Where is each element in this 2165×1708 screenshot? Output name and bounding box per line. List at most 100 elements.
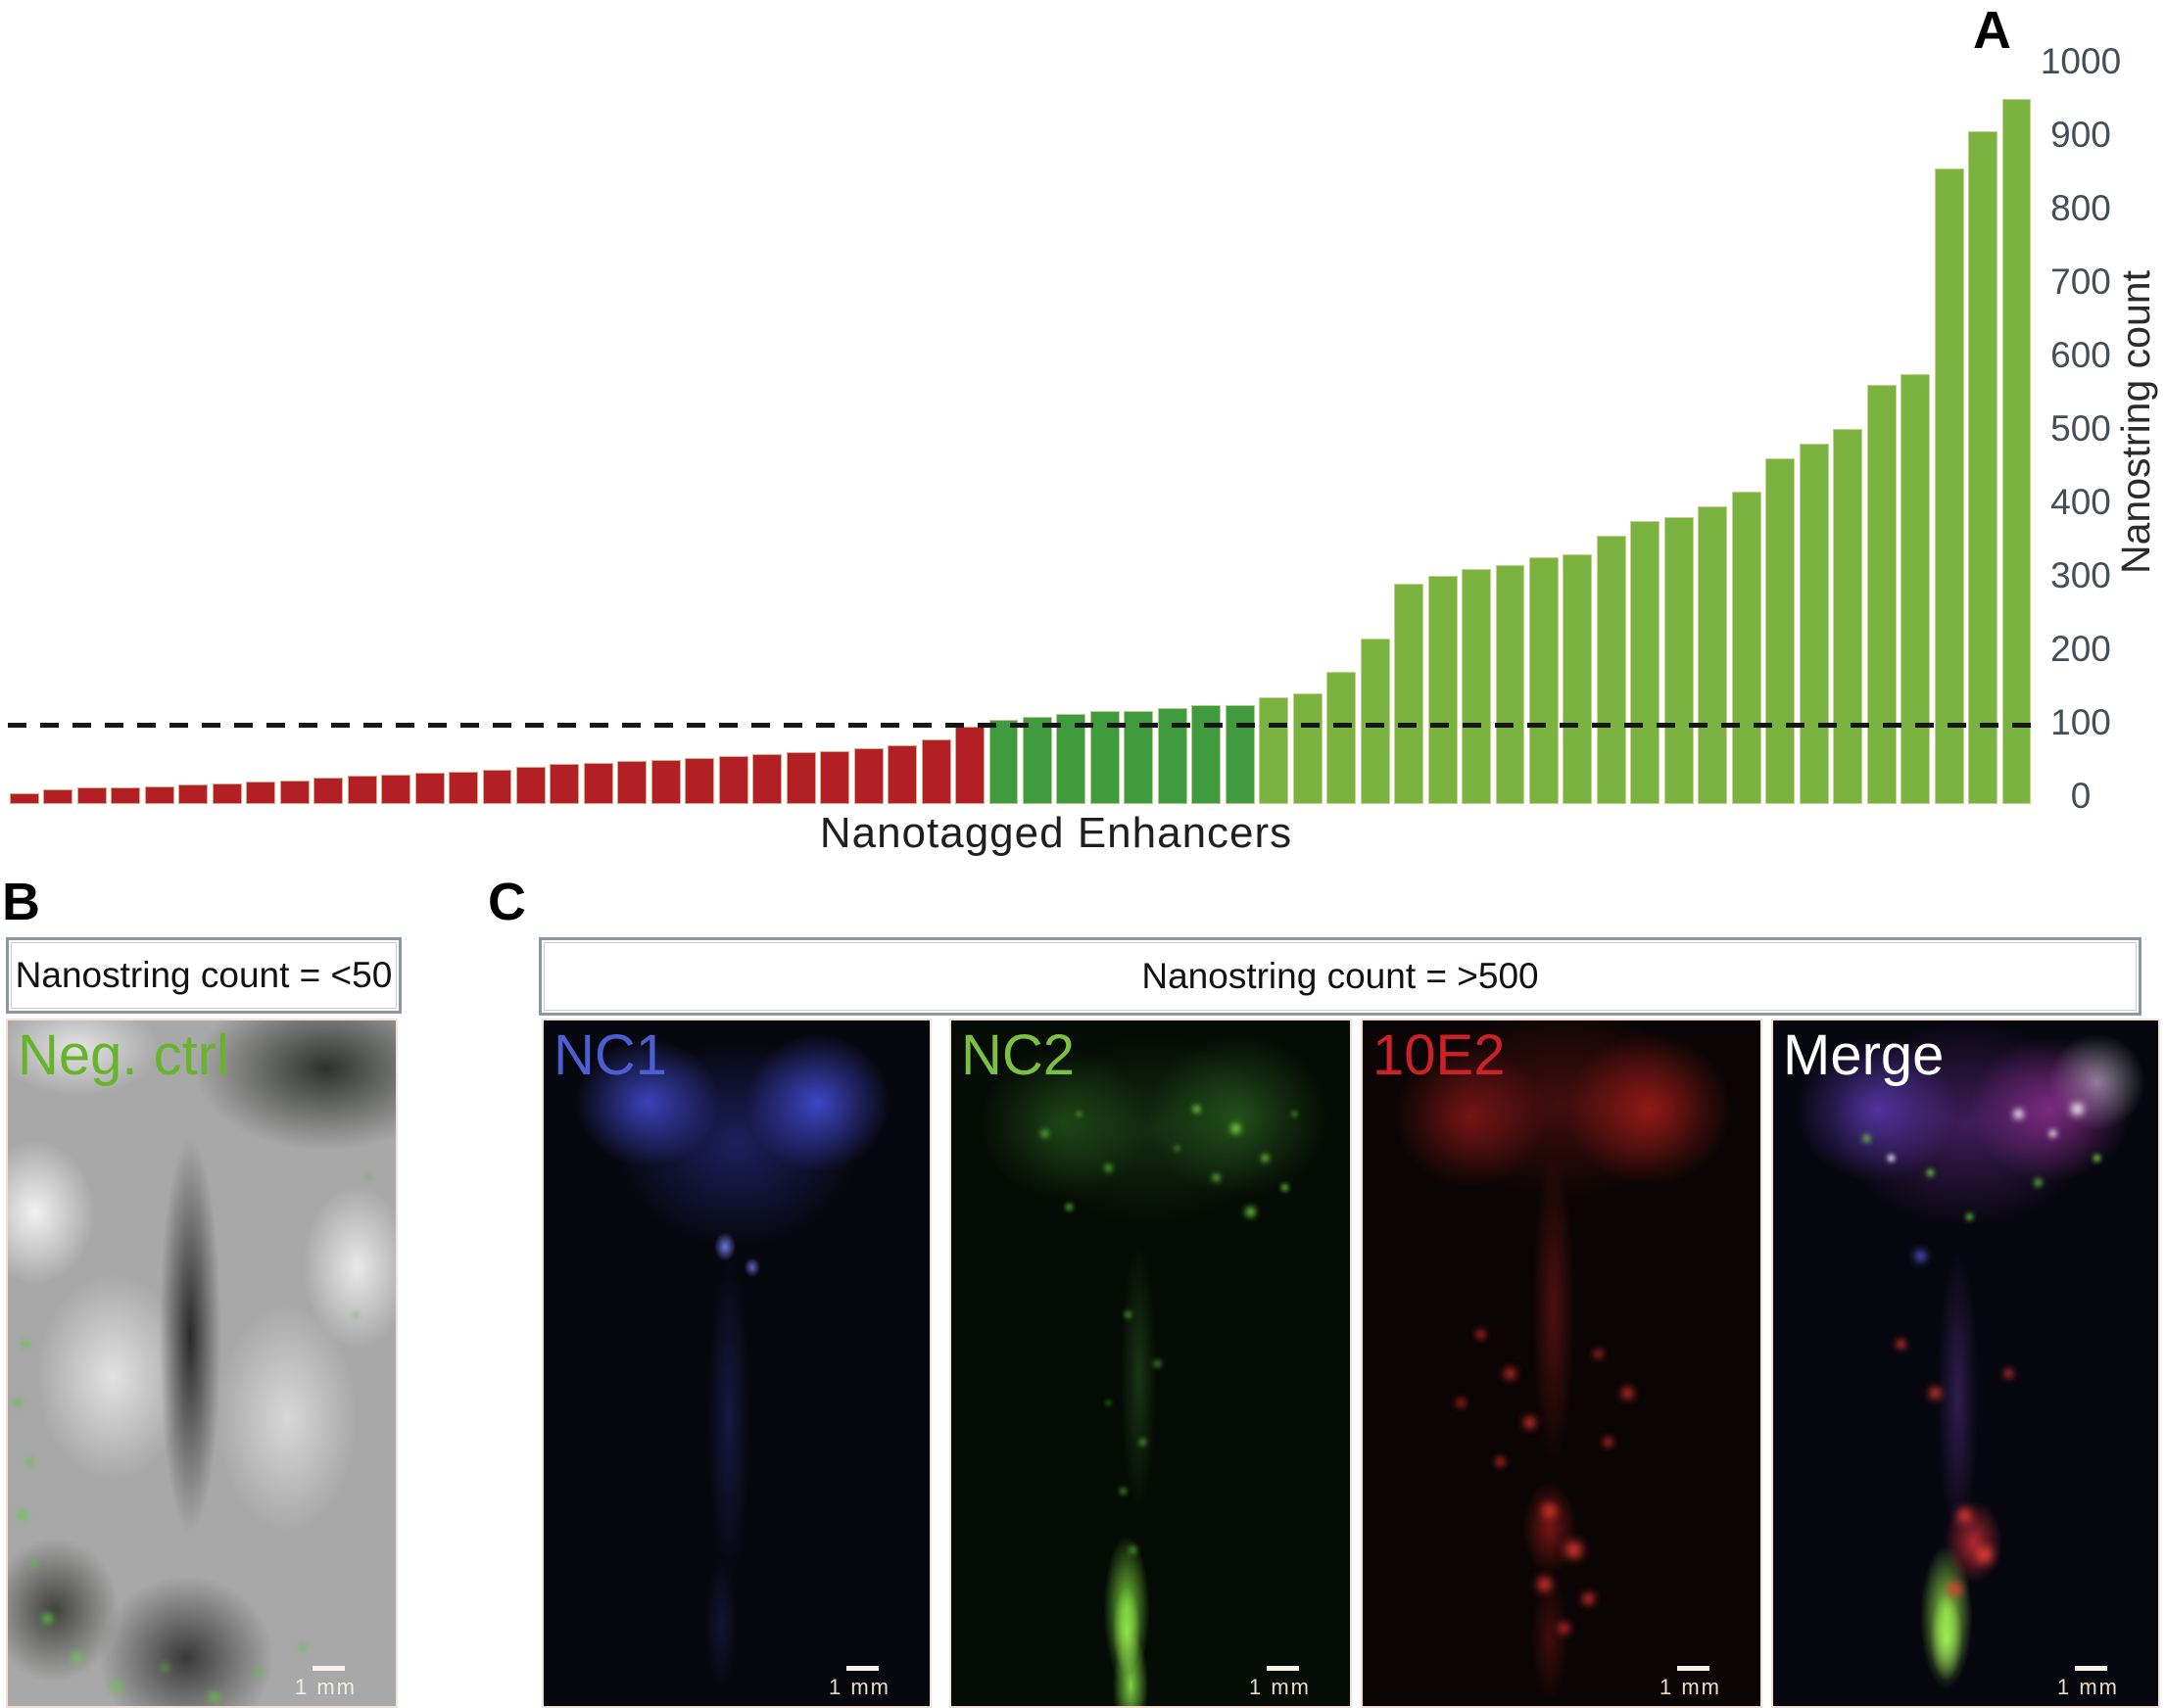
nc2-micrograph: NC2 1 mm [949, 1019, 1352, 1708]
enhancer-bar [1259, 696, 1289, 804]
enhancer-bar [43, 788, 73, 804]
channel-label: NC2 [961, 1023, 1076, 1087]
enhancer-bar [1833, 429, 1863, 804]
panel-b-header: Nanostring count = <50 [6, 937, 402, 1014]
scale-bar [313, 1666, 345, 1671]
nc1-micrograph: NC1 1 mm [542, 1019, 932, 1708]
enhancer-bar [1427, 576, 1458, 804]
enhancer-bar [1698, 505, 1728, 804]
enhancer-bar [1360, 638, 1390, 804]
panel-c-letter: C [488, 873, 526, 931]
enhancer-bar [2001, 98, 2032, 804]
enhancer-bar [1191, 705, 1222, 804]
merge-micrograph: Merge 1 mm [1771, 1019, 2160, 1708]
panel-a-letter: A [1973, 1, 2011, 60]
green-speckles [8, 1020, 9, 1021]
enhancer-bar [718, 755, 748, 804]
enhancer-bar [1799, 444, 1829, 804]
enhancer-bar [685, 758, 715, 804]
enhancer-bar [347, 776, 377, 804]
fluorescent-speckles [1773, 1020, 1774, 1021]
scale-bar-label: 1 mm [2057, 1675, 2119, 1699]
enhancer-bar [1023, 717, 1052, 804]
enhancer-bar [1731, 491, 1761, 804]
enhancer-bar [212, 783, 242, 804]
enhancer-bar [1596, 535, 1626, 804]
y-tick-label: 100 [2050, 702, 2111, 742]
enhancer-bar [381, 774, 411, 804]
bar-plot [8, 54, 2034, 804]
enhancer-bar [1968, 131, 1998, 804]
y-tick-label: 900 [2050, 115, 2111, 155]
y-tick-label: 200 [2050, 629, 2111, 669]
enhancer-bar [550, 764, 580, 804]
enhancer-bar [76, 787, 107, 804]
x-axis-title: Nanotagged Enhancers [819, 809, 1293, 857]
enhancer-bar [988, 720, 1019, 804]
enhancer-bar [1462, 568, 1492, 804]
scale-bar-label: 1 mm [295, 1675, 357, 1699]
y-tick-label: 800 [2050, 188, 2111, 228]
enhancer-bar [178, 784, 209, 804]
scale-bar [1267, 1666, 1299, 1671]
y-tick-label: 400 [2050, 482, 2111, 522]
fluorescent-speckles [544, 1020, 545, 1021]
enhancer-bar [1663, 517, 1694, 804]
enhancer-bar [10, 793, 39, 804]
enhancer-bar [650, 759, 681, 804]
enhancer-bar [820, 750, 850, 804]
scale-bar [1677, 1666, 1709, 1671]
enhancer-bar [111, 787, 141, 804]
enhancer-bar [1495, 564, 1525, 804]
enhancer-bar [786, 752, 816, 804]
fluorescent-speckles [1363, 1020, 1364, 1021]
neg-ctrl-label: Neg. ctrl [18, 1023, 229, 1087]
y-tick-label: 500 [2050, 408, 2111, 449]
panel-c-header: Nanostring count = >500 [539, 937, 2141, 1016]
enhancer-bar [144, 785, 174, 804]
channel-label: 10E2 [1372, 1023, 1506, 1087]
enhancer-bar [1934, 167, 1964, 804]
enhancer-bar [583, 762, 613, 804]
y-tick-label: 0 [2070, 776, 2092, 816]
y-tick-label: 700 [2050, 261, 2111, 302]
panel-b-letter: B [2, 873, 40, 931]
enhancer-bar [246, 782, 276, 804]
enhancer-bar [752, 753, 783, 804]
enhancer-bar [853, 747, 884, 804]
enhancer-bar [617, 761, 648, 804]
enhancer-bar [313, 777, 344, 804]
y-tick-label: 600 [2050, 335, 2111, 375]
enhancer-bar [1326, 671, 1357, 804]
scale-bar [846, 1666, 879, 1671]
scale-bar-label: 1 mm [1660, 1675, 1721, 1699]
enhancer-bar [449, 771, 479, 804]
enhancer-bar [888, 744, 918, 804]
enhancer-bar [279, 780, 310, 804]
threshold-dashed-line [8, 723, 2044, 728]
10e2-micrograph: 10E2 1 mm [1361, 1019, 1762, 1708]
neg-ctrl-micrograph: Neg. ctrl 1 mm [6, 1019, 398, 1708]
enhancer-bar [1563, 553, 1593, 804]
y-tick-label: 300 [2050, 555, 2111, 595]
fluorescent-speckles [951, 1020, 952, 1021]
enhancer-bar [1292, 693, 1323, 804]
enhancer-bar [1394, 583, 1424, 804]
enhancer-bar [482, 770, 512, 804]
enhancer-bar [921, 738, 951, 804]
enhancer-bar [1900, 373, 1931, 804]
channel-label: Merge [1783, 1023, 1945, 1087]
channel-label: NC1 [553, 1023, 668, 1087]
enhancer-bar [1056, 714, 1086, 804]
scale-bar-label: 1 mm [1249, 1675, 1311, 1699]
enhancer-bar [955, 726, 986, 804]
y-tick-label: 1000 [2040, 41, 2122, 81]
enhancer-bar [1866, 385, 1897, 804]
scale-bar [2075, 1666, 2107, 1671]
enhancer-bar [414, 773, 445, 804]
enhancer-bar [516, 767, 546, 804]
scale-bar-label: 1 mm [829, 1675, 890, 1699]
enhancer-bar [1225, 705, 1255, 804]
y-axis-title: Nanostring count [2113, 270, 2158, 574]
